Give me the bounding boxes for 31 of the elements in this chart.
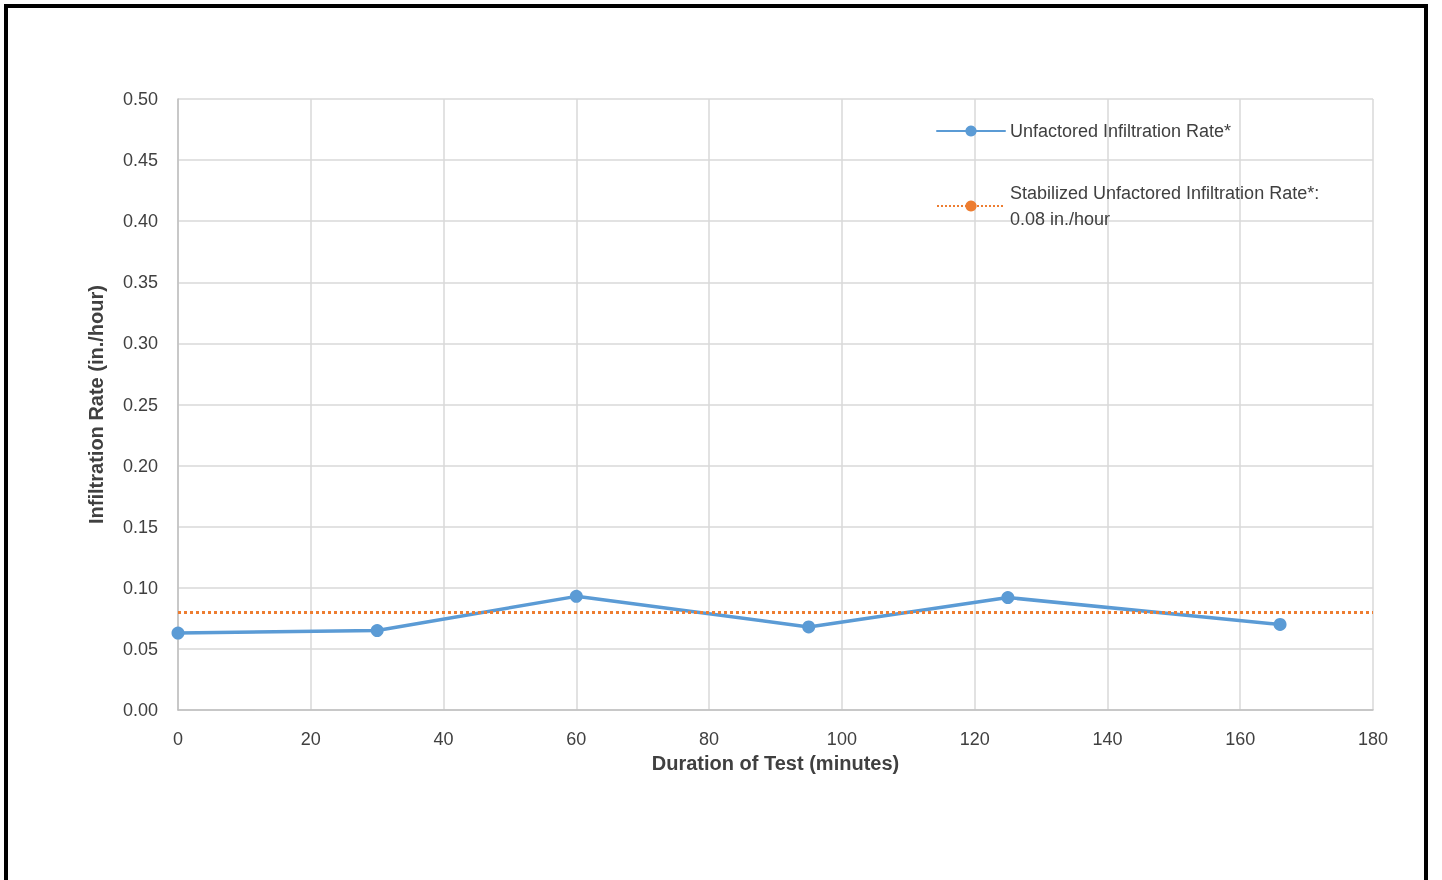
x-axis-title: Duration of Test (minutes) [651,751,900,774]
x-tick-label: 80 [699,729,720,749]
y-tick-label: 0.40 [122,211,158,232]
y-axis-title: Infiltration Rate (in./hour) [85,285,107,524]
point [171,626,185,640]
legend-label: Stabilized Unfactored Infiltration Rate*: 0.08 in./hour [1010,183,1325,229]
x-tick-label: 60 [566,729,587,749]
y-tick-label: 0.10 [122,577,158,598]
point [370,624,384,638]
y-tick-label: 0.45 [122,150,158,171]
x-tick-label: 180 [1357,729,1389,749]
y-tick-label: 0.20 [122,455,158,476]
x-tick-label: 40 [433,729,454,749]
y-tick-label: 0.15 [122,516,158,537]
y-tick-label: 0.50 [122,89,158,109]
point [1273,617,1287,631]
y-tick-label: 0.25 [122,394,158,415]
x-tick-label: 0 [172,729,184,749]
point [1001,591,1015,605]
x-tick-label: 160 [1225,729,1256,749]
x-tick-label: 120 [959,729,990,749]
x-tick-label: 140 [1092,729,1123,749]
x-tick-label: 20 [300,729,321,749]
legend-label: Unfactored Infiltration Rate* [1010,121,1232,141]
y-tick-label: 0.00 [122,700,158,720]
y-tick-label: 0.05 [122,638,158,659]
x-tick-label: 100 [826,729,857,749]
point [802,620,816,634]
y-tick-label: 0.35 [122,272,158,293]
point [569,589,583,603]
y-tick-label: 0.30 [122,333,158,354]
